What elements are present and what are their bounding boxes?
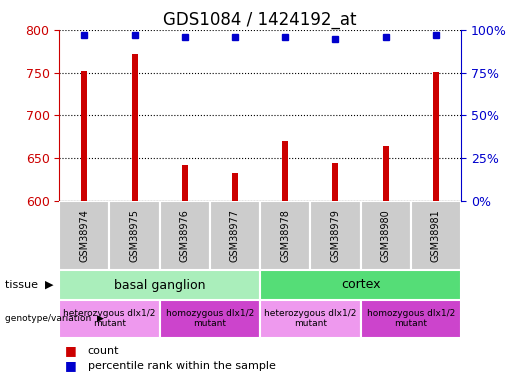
Text: ■: ■ [64, 344, 76, 357]
Bar [310, 201, 360, 270]
Bar [260, 270, 461, 300]
Text: percentile rank within the sample: percentile rank within the sample [88, 361, 276, 370]
Bar [383, 146, 389, 201]
Text: heterozygous dlx1/2
mutant: heterozygous dlx1/2 mutant [264, 309, 356, 328]
Bar [411, 201, 461, 270]
Title: GDS1084 / 1424192_at: GDS1084 / 1424192_at [163, 11, 357, 29]
Text: basal ganglion: basal ganglion [114, 279, 205, 291]
Text: GSM38977: GSM38977 [230, 209, 240, 262]
Text: genotype/variation  ▶: genotype/variation ▶ [5, 314, 104, 323]
Bar [232, 173, 238, 201]
Text: GSM38979: GSM38979 [331, 209, 340, 262]
Text: GSM38976: GSM38976 [180, 209, 190, 262]
Text: GSM38980: GSM38980 [381, 209, 390, 262]
Bar [182, 165, 188, 201]
Text: homozygous dlx1/2
mutant: homozygous dlx1/2 mutant [166, 309, 254, 328]
Text: GSM38978: GSM38978 [280, 209, 290, 262]
Bar [131, 54, 138, 201]
Text: GSM38981: GSM38981 [431, 209, 441, 262]
Text: tissue  ▶: tissue ▶ [5, 280, 54, 290]
Bar [59, 300, 160, 338]
Text: heterozygous dlx1/2
mutant: heterozygous dlx1/2 mutant [63, 309, 156, 328]
Text: homozygous dlx1/2
mutant: homozygous dlx1/2 mutant [367, 309, 455, 328]
Bar [282, 141, 288, 201]
Bar [433, 72, 439, 201]
Bar [260, 201, 310, 270]
Text: cortex: cortex [341, 279, 380, 291]
Text: GSM38975: GSM38975 [130, 209, 140, 262]
Bar [160, 300, 260, 338]
Text: count: count [88, 346, 119, 355]
Text: GSM38974: GSM38974 [79, 209, 89, 262]
Bar [81, 71, 88, 201]
Bar [260, 300, 360, 338]
Bar [360, 300, 461, 338]
Bar [59, 270, 260, 300]
Bar [332, 163, 338, 201]
Bar [360, 201, 410, 270]
Bar [160, 201, 210, 270]
Bar [109, 201, 160, 270]
Bar [59, 201, 109, 270]
Bar [210, 201, 260, 270]
Text: ■: ■ [64, 359, 76, 372]
